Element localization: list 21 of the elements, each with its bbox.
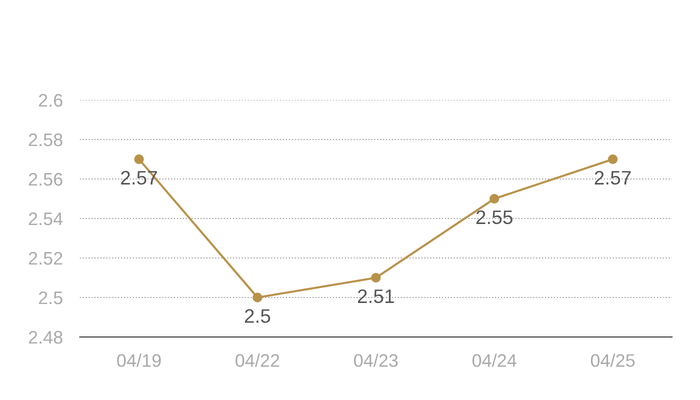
x-tick-label: 04/24	[472, 354, 516, 367]
y-tick-label: 2.6	[38, 94, 62, 107]
y-tick-label: 2.5	[38, 291, 62, 304]
point	[489, 194, 500, 204]
y-tick-label: 2.58	[28, 133, 62, 146]
point	[252, 292, 262, 302]
y-tick-label: 2.52	[28, 252, 62, 265]
data-label: 2.55	[476, 210, 512, 224]
x-tick-label: 04/22	[236, 354, 280, 367]
x-tick-label: 04/19	[117, 354, 161, 367]
x-tick-label: 04/25	[590, 354, 635, 367]
y-tick-label: 2.54	[28, 212, 63, 226]
point	[134, 154, 144, 164]
data-label: 2.5	[244, 309, 270, 323]
point	[371, 272, 381, 283]
point	[608, 154, 618, 164]
y-tick-label: 2.56	[28, 172, 62, 186]
x-tick-label: 04/23	[354, 354, 398, 367]
data-label: 2.51	[358, 289, 394, 304]
y-tick-label: 2.48	[28, 330, 62, 344]
data-label: 2.57	[594, 170, 631, 185]
